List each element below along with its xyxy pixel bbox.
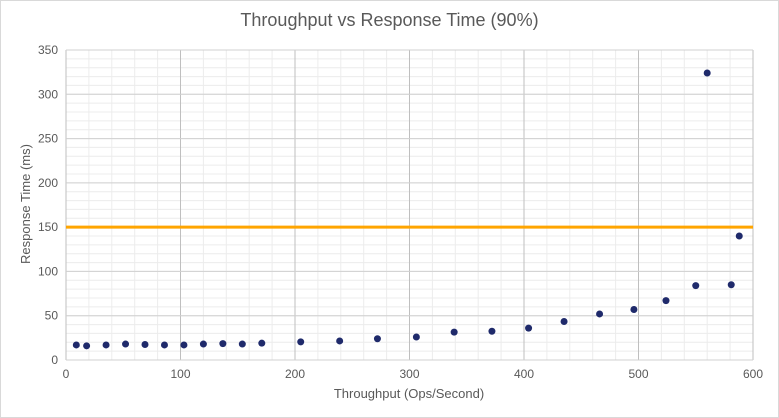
x-tick-label: 500: [628, 367, 648, 381]
data-point: [199, 340, 207, 348]
major-gridlines: [65, 49, 754, 361]
y-axis-ticks: 0 50 100 150 200 250 300 350: [38, 43, 58, 367]
y-tick-label: 50: [45, 309, 59, 323]
data-point: [160, 341, 168, 349]
data-point: [560, 317, 568, 325]
x-tick-label: 600: [743, 367, 763, 381]
x-tick-label: 0: [63, 367, 70, 381]
chart-title: Throughput vs Response Time (90%): [240, 10, 539, 30]
x-axis-ticks: 0 100 200 300 400 500 600: [63, 367, 764, 381]
data-point: [238, 340, 246, 348]
y-tick-label: 0: [51, 353, 58, 367]
data-point: [122, 340, 130, 348]
data-point: [412, 333, 420, 341]
data-point: [630, 306, 638, 314]
data-point: [297, 338, 305, 346]
data-point: [450, 328, 458, 336]
data-point: [373, 335, 381, 343]
data-point: [735, 232, 743, 240]
data-point: [596, 310, 604, 318]
data-point: [336, 337, 344, 345]
data-point: [662, 297, 670, 305]
y-tick-label: 200: [38, 176, 58, 190]
data-points: [72, 69, 743, 350]
data-point: [703, 69, 711, 77]
data-point: [525, 324, 533, 332]
data-point: [141, 341, 149, 348]
data-point: [102, 341, 110, 349]
y-tick-label: 300: [38, 87, 58, 101]
y-tick-label: 250: [38, 132, 58, 146]
data-point: [219, 340, 227, 348]
y-axis-label: Response Time (ms): [18, 144, 33, 264]
x-axis-label: Throughput (Ops/Second): [334, 386, 484, 401]
x-tick-label: 300: [399, 367, 419, 381]
y-tick-label: 150: [38, 220, 58, 234]
data-point: [488, 327, 496, 335]
data-point: [692, 282, 700, 290]
data-point: [72, 341, 80, 349]
data-point: [83, 342, 91, 350]
y-tick-label: 350: [38, 43, 58, 57]
data-point: [258, 339, 266, 347]
x-tick-label: 200: [285, 367, 305, 381]
x-tick-label: 400: [514, 367, 534, 381]
x-tick-label: 100: [170, 367, 190, 381]
data-point: [180, 341, 188, 349]
data-point: [727, 281, 735, 289]
y-tick-label: 100: [38, 264, 58, 278]
